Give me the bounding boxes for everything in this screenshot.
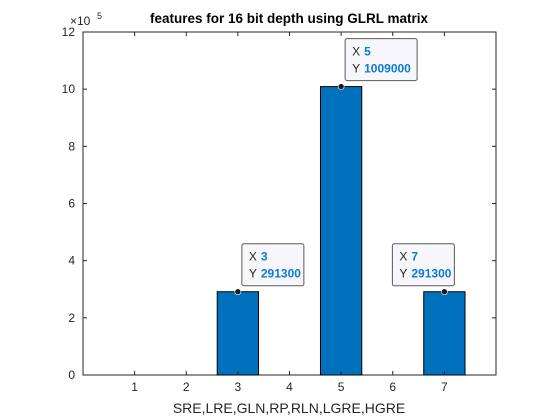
datatip-box: [344, 38, 418, 82]
y-tick-label: 4: [68, 254, 75, 268]
datatip-y-key: Y: [249, 267, 257, 281]
datatip-marker: [441, 288, 448, 296]
datatip-x-value: 5: [364, 45, 371, 59]
x-tick-label: 1: [131, 380, 138, 394]
x-tick-label: 2: [183, 380, 190, 394]
datatip-x-value: 3: [261, 250, 268, 264]
datatip-x-key: X: [352, 45, 360, 59]
datatip-2: X 5Y 1009000: [337, 38, 418, 90]
datatip-x-key: X: [399, 250, 407, 264]
bar-3: [423, 291, 466, 376]
datatip-y-key: Y: [399, 267, 407, 281]
y-tick-label: 8: [68, 139, 75, 153]
x-tick-label: 3: [235, 380, 242, 394]
datatip-y-value: 291300: [261, 267, 301, 281]
y-tick-label: 10: [62, 82, 76, 96]
bar-2: [319, 86, 363, 376]
datatip-marker: [234, 288, 242, 296]
y-tick-label: 12: [62, 25, 76, 39]
x-tick-label: 6: [389, 380, 396, 394]
datatip-box: [241, 243, 305, 287]
x-tick-label: 5: [338, 380, 345, 394]
y-tick-label: 6: [68, 197, 75, 211]
datatip-box: [391, 243, 455, 287]
datatip-y-key: Y: [352, 62, 360, 76]
datatip-x-value: 7: [411, 250, 418, 264]
y-tick-label: 2: [68, 311, 75, 325]
y-exponent-base: ×10: [70, 14, 91, 28]
datatip-x-key: X: [249, 250, 257, 264]
x-tick-label: 4: [286, 380, 293, 394]
bar-1: [216, 291, 260, 376]
y-exponent-power: 5: [97, 11, 102, 21]
x-tick-label: 7: [441, 380, 448, 394]
y-tick-label: 0: [68, 368, 75, 382]
datatip-y-value: 291300: [411, 267, 451, 281]
chart-title: features for 16 bit depth using GLRL mat…: [150, 11, 429, 26]
datatip-marker: [337, 83, 345, 90]
datatip-1: X 3Y 291300: [234, 243, 305, 296]
datatip-3: X 7Y 291300: [391, 243, 455, 296]
datatip-y-value: 1009000: [364, 62, 411, 76]
x-axis-label: SRE,LRE,GLN,RP,RLN,LGRE,HGRE: [173, 400, 405, 416]
y-exponent: ×10 5: [70, 11, 102, 28]
